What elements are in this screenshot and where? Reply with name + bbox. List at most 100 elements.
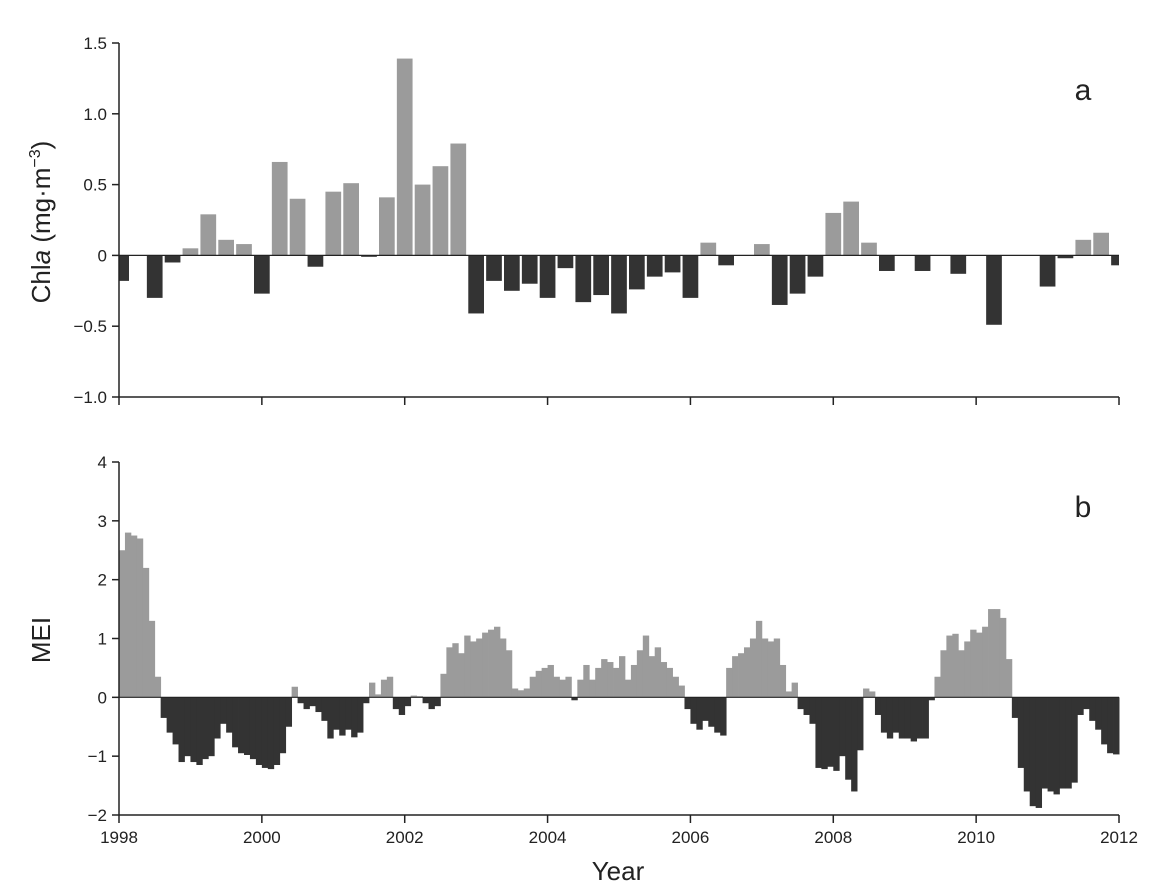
mei-bar (1053, 697, 1060, 795)
mei-bar (553, 676, 560, 698)
mei-bar (732, 656, 739, 698)
chla-bar (468, 255, 484, 314)
mei-bar (517, 690, 525, 698)
chla-bar (825, 212, 842, 256)
mei-bar (303, 697, 310, 710)
y-tick-label: −2 (88, 806, 107, 825)
mei-bar (368, 682, 376, 698)
mei-bar (1017, 697, 1025, 768)
mei-bar (357, 697, 364, 733)
chla-y-axis-title: Chla (mg·m−3) (26, 141, 56, 304)
x-tick-label: 1998 (100, 828, 138, 847)
chla-bar (307, 255, 324, 267)
mei-bar (428, 697, 435, 710)
mei-bar (785, 691, 793, 698)
mei-bar (666, 667, 673, 698)
mei-bar (380, 679, 388, 698)
chla-bar (450, 143, 467, 256)
y-tick-label: 0.5 (83, 176, 107, 195)
mei-bar (773, 638, 781, 698)
mei-bar (166, 697, 173, 733)
x-tick-label: 2000 (243, 828, 281, 847)
mei-bar (488, 629, 495, 698)
mei-bar (184, 697, 191, 757)
mei-bar (857, 697, 864, 751)
mei-bar (309, 697, 316, 707)
mei-bar (910, 697, 918, 742)
mei-bar (238, 697, 245, 754)
chla-bar (664, 255, 681, 273)
chla-bar (879, 255, 895, 271)
chla-bar (218, 239, 234, 256)
mei-bar (1041, 697, 1048, 789)
mei-bar (636, 650, 644, 698)
mei-bar (160, 697, 168, 718)
mei-bar (446, 647, 453, 698)
chla-bar (271, 161, 288, 256)
mei-bar (422, 697, 429, 704)
mei-bar (214, 697, 221, 739)
x-tick-label: 2012 (1100, 828, 1138, 847)
chla-bar (611, 255, 627, 314)
mei-bar (172, 697, 179, 745)
mei-bar (226, 697, 233, 733)
mei-bar (845, 697, 852, 780)
mei-bar (863, 688, 870, 698)
mei-bar (571, 697, 578, 701)
mei-bar (1047, 697, 1054, 792)
mei-bar (339, 697, 346, 736)
chla-panel: −1.0 −0.5 0 0.5 1.0 1.5 a Chla (mg·m−3) (26, 34, 1120, 407)
mei-bar (148, 620, 156, 698)
x-axis-title: Year (592, 856, 645, 886)
chla-bar (521, 255, 538, 284)
mei-bar (130, 535, 138, 698)
chla-bar (950, 255, 967, 274)
mei-bar (880, 697, 888, 733)
mei-bar (273, 697, 281, 765)
mei-bar (178, 697, 185, 763)
mei-bar (791, 682, 798, 698)
mei-bar (779, 664, 787, 698)
mei-bar (255, 697, 263, 765)
mei-bar (809, 697, 816, 724)
mei-bar (529, 676, 537, 698)
mei-bar (999, 617, 1007, 698)
y-tick-label: −0.5 (73, 317, 107, 336)
mei-bar (202, 697, 209, 760)
mei-bar (1005, 659, 1013, 698)
mei-bar (988, 609, 995, 698)
mei-bar (321, 697, 328, 721)
mei-bar (684, 697, 691, 710)
y-tick-label: 1.0 (83, 105, 107, 124)
mei-bar (482, 632, 489, 698)
x-tick-label: 2008 (814, 828, 852, 847)
mei-bar (678, 685, 685, 698)
chla-bar (539, 255, 556, 298)
mei-bar (1113, 697, 1120, 755)
mei-bar (398, 697, 406, 715)
mei-bar (607, 662, 614, 698)
mei-bar (1023, 697, 1031, 792)
mei-bar (982, 626, 989, 698)
y-tick-label: −1.0 (73, 388, 107, 407)
mei-bar (499, 638, 507, 698)
chla-bars (119, 58, 1119, 325)
chla-bar (700, 242, 717, 256)
chla-bar (807, 255, 824, 277)
panel-label-a: a (1075, 74, 1092, 107)
mei-bar (1071, 697, 1078, 783)
x-tick-label: 2006 (672, 828, 710, 847)
mei-bar (392, 697, 400, 710)
x-tick-label: 2010 (957, 828, 995, 847)
mei-bar (1095, 697, 1102, 730)
chla-x-ticks (118, 397, 1120, 405)
chla-bar (771, 255, 788, 305)
chla-bar (361, 255, 377, 257)
mei-bar (958, 650, 965, 698)
mei-bar (154, 676, 162, 698)
mei-bar (559, 679, 566, 698)
chla-bar (843, 201, 859, 256)
mei-bar (833, 697, 840, 771)
mei-bar (642, 635, 650, 698)
y-tick-label: 4 (98, 453, 107, 472)
